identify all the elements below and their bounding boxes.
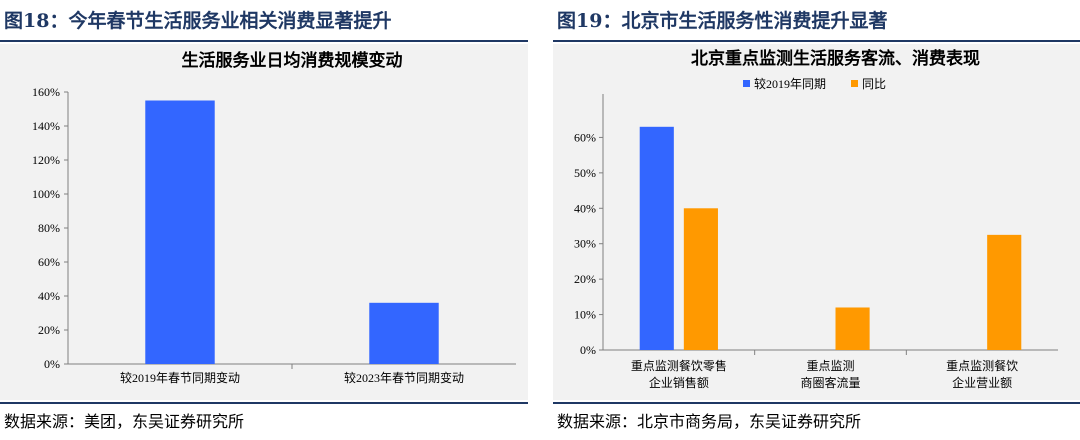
top-rule <box>553 40 1080 42</box>
x-tick-label-line: 商圈客流量 <box>800 375 860 390</box>
consumption-change-chart: 生活服务业日均消费规模变动 0% 20% 40% 60% 80% 100% 120% 140% 1… <box>32 50 516 385</box>
x-tick-label-line: 重点监测餐饮零售 <box>631 358 727 373</box>
figure-18-panel: 图18：今年春节生活服务业相关消费显著提升 生活服务业日均消费规模变动 0% 20%… <box>0 0 528 440</box>
top-rule <box>0 40 528 42</box>
x-tick-label-line: 重点监测 <box>806 359 854 373</box>
x-tick-label: 重点监测餐饮企业营业额 <box>946 358 1018 390</box>
y-tick-label: 60% <box>38 255 60 269</box>
legend-swatch <box>851 80 858 87</box>
y-tick-label: 30% <box>574 237 596 251</box>
figure-title: 图18：今年春节生活服务业相关消费显著提升 <box>4 10 392 32</box>
y-tick-label: 120% <box>32 153 60 167</box>
legend-label: 较2019年同期 <box>754 76 826 91</box>
bar <box>145 100 215 364</box>
x-tick-label: 重点监测商圈客流量 <box>800 359 860 390</box>
y-tick-label: 40% <box>574 201 596 215</box>
bar <box>683 208 718 350</box>
y-tick-label: 140% <box>32 119 60 133</box>
chart-area: 北京重点监测生活服务客流、消费表现较2019年同期 同比 0% 10% 20% 30% 40… <box>553 44 1080 400</box>
y-tick-label: 80% <box>38 221 60 235</box>
y-tick-label: 0% <box>44 357 60 371</box>
x-tick-label: 较2023年春节同期变动 <box>344 370 464 385</box>
chart-title: 生活服务业日均消费规模变动 <box>182 50 403 71</box>
data-source: 数据来源：美团，东吴证券研究所 <box>4 412 245 431</box>
y-tick-label: 50% <box>574 166 596 180</box>
x-tick-label-line: 企业营业额 <box>952 375 1012 390</box>
y-tick-label: 10% <box>574 308 596 322</box>
y-tick-label: 60% <box>574 130 596 144</box>
data-source: 数据来源：北京市商务局，东吴证券研究所 <box>557 412 862 431</box>
bottom-rule <box>553 402 1080 404</box>
bar <box>835 307 870 350</box>
figure-title: 图19：北京市生活服务性消费提升显著 <box>557 10 888 32</box>
legend-label: 同比 <box>862 77 886 91</box>
figure-19-panel: 图19：北京市生活服务性消费提升显著 北京重点监测生活服务客流、消费表现较201… <box>553 0 1080 440</box>
y-tick-label: 40% <box>38 289 60 303</box>
y-tick-label: 20% <box>574 272 596 286</box>
bottom-rule <box>0 402 528 404</box>
y-tick-label: 20% <box>38 323 60 337</box>
bar <box>987 234 1022 350</box>
x-tick-label-line: 重点监测餐饮 <box>946 358 1018 373</box>
x-tick-label-line: 企业销售额 <box>649 375 709 390</box>
bar <box>639 126 674 350</box>
bar <box>369 302 439 364</box>
x-tick-label: 较2019年春节同期变动 <box>120 370 240 385</box>
y-tick-label: 0% <box>580 343 596 357</box>
legend-swatch <box>743 80 750 87</box>
y-tick-label: 100% <box>32 187 60 201</box>
chart-title: 北京重点监测生活服务客流、消费表现 <box>691 48 980 69</box>
y-tick-label: 160% <box>32 85 60 99</box>
x-tick-label: 重点监测餐饮零售企业销售额 <box>631 358 727 390</box>
chart-area: 生活服务业日均消费规模变动 0% 20% 40% 60% 80% 100% 120% 140% 1… <box>0 44 528 400</box>
